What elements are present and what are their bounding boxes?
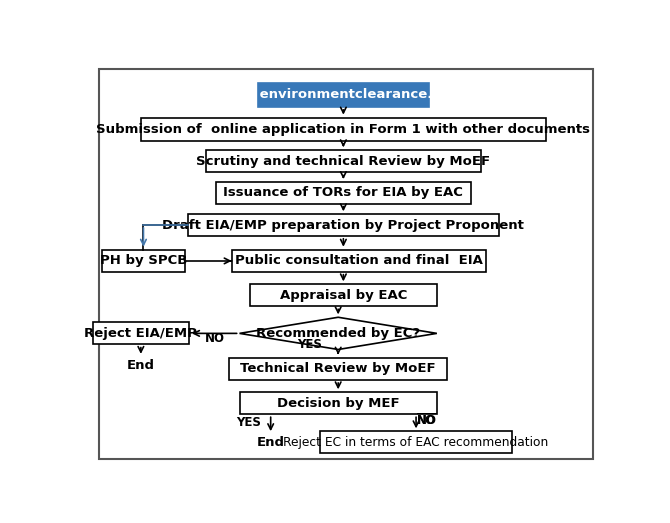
Text: www. environmentclearance.nic.in: www. environmentclearance.nic.in bbox=[214, 88, 473, 101]
Bar bbox=[258, 83, 429, 107]
Text: YES: YES bbox=[297, 338, 322, 351]
Text: Recommended by EC?: Recommended by EC? bbox=[256, 327, 420, 340]
Text: NO: NO bbox=[417, 414, 436, 427]
Polygon shape bbox=[240, 317, 437, 349]
Text: $\overline{\mathrm{NO}}$: $\overline{\mathrm{NO}}$ bbox=[417, 413, 436, 428]
Text: Reject EC in terms of EAC recommendation: Reject EC in terms of EAC recommendation bbox=[283, 436, 549, 449]
Text: End: End bbox=[127, 359, 155, 372]
Bar bbox=[188, 214, 499, 236]
Text: Draft EIA/EMP preparation by Project Proponent: Draft EIA/EMP preparation by Project Pro… bbox=[162, 219, 525, 232]
Text: YES: YES bbox=[237, 416, 261, 429]
Text: Reject EIA/EMP: Reject EIA/EMP bbox=[84, 327, 197, 340]
Text: NO: NO bbox=[204, 332, 224, 345]
Bar bbox=[240, 392, 437, 414]
Bar bbox=[102, 250, 185, 272]
Bar bbox=[206, 150, 481, 173]
Text: Issuance of TORs for EIA by EAC: Issuance of TORs for EIA by EAC bbox=[223, 186, 464, 199]
Text: Appraisal by EAC: Appraisal by EAC bbox=[279, 289, 407, 302]
Text: PH by SPCB: PH by SPCB bbox=[100, 254, 187, 267]
Text: Submission of  online application in Form 1 with other documents: Submission of online application in Form… bbox=[96, 123, 590, 135]
Text: Public consultation and final  EIA: Public consultation and final EIA bbox=[235, 254, 483, 267]
Text: Scrutiny and technical Review by MoEF: Scrutiny and technical Review by MoEF bbox=[196, 155, 490, 168]
Bar bbox=[229, 358, 448, 380]
Text: Decision by MEF: Decision by MEF bbox=[277, 396, 399, 410]
Bar bbox=[93, 322, 189, 345]
Text: End: End bbox=[257, 436, 285, 449]
Bar bbox=[141, 118, 546, 141]
Bar bbox=[232, 250, 486, 272]
Text: Technical Review by MoEF: Technical Review by MoEF bbox=[241, 362, 436, 376]
Bar bbox=[250, 284, 437, 306]
Bar bbox=[216, 182, 470, 204]
Bar bbox=[320, 431, 512, 453]
